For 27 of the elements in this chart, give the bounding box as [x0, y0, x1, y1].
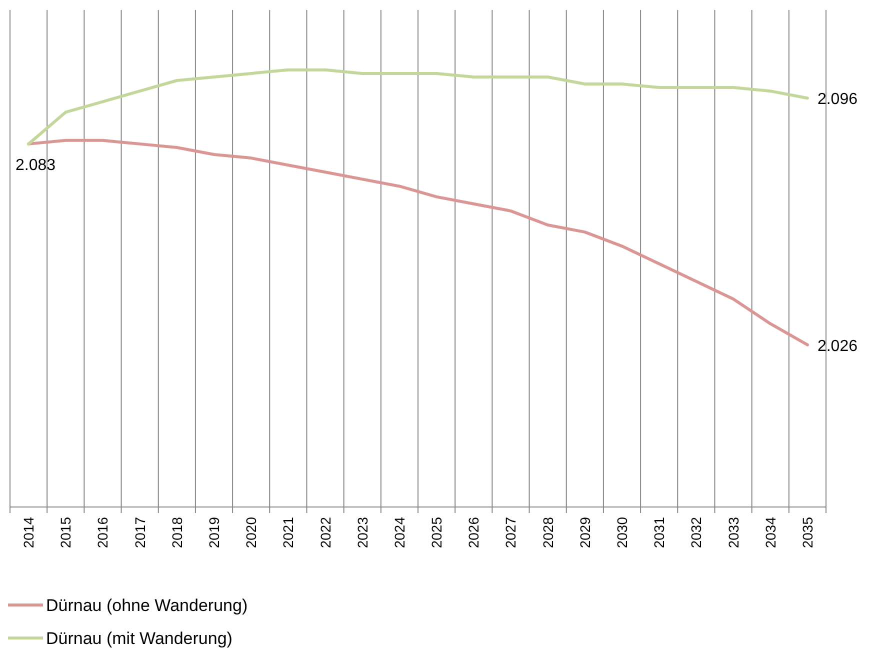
data-label: 2.026	[817, 338, 858, 355]
x-tick-label: 2015	[58, 516, 74, 548]
x-tick-label: 2024	[391, 516, 408, 548]
data-label: 2.096	[817, 91, 858, 108]
x-tick-label: 2028	[540, 516, 556, 548]
x-tick-label: 2032	[688, 516, 704, 548]
x-tick-label: 2023	[354, 516, 370, 548]
x-tick-label: 2016	[94, 516, 111, 548]
x-tick-label: 2022	[317, 516, 334, 548]
x-tick-label: 2014	[20, 516, 37, 548]
x-tick-label: 2033	[725, 516, 742, 548]
x-tick-label: 2021	[280, 516, 296, 548]
x-tick-label: 2019	[206, 516, 222, 548]
data-label: 2.083	[16, 156, 56, 174]
x-tick-label: 2034	[762, 516, 778, 548]
x-tick-label: 2027	[502, 516, 519, 548]
x-tick-label: 2020	[243, 516, 260, 548]
x-tick-label: 2030	[614, 516, 630, 548]
legend-label: Dürnau (ohne Wanderung)	[46, 596, 248, 615]
x-tick-label: 2025	[428, 516, 445, 548]
x-tick-label: 2026	[466, 516, 482, 548]
legend-label: Dürnau (mit Wanderung)	[46, 629, 232, 648]
x-tick-label: 2029	[576, 516, 593, 548]
x-tick-label: 2031	[651, 516, 668, 548]
x-tick-label: 2017	[132, 516, 148, 548]
x-tick-label: 2018	[168, 516, 185, 548]
x-tick-label: 2035	[799, 516, 816, 548]
